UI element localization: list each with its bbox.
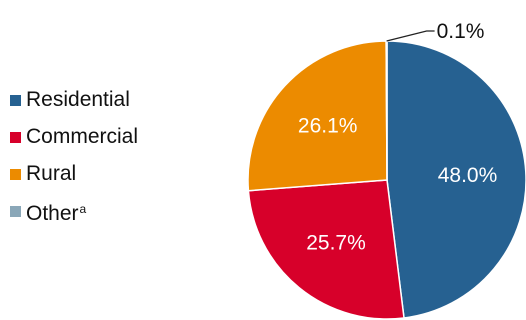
legend-label-residential: Residential [26,88,130,111]
legend-swatch-commercial [10,131,21,143]
legend-item-other: Othera [10,197,138,226]
leader-line-other [386,30,435,42]
legend-item-rural: Rural [10,162,138,186]
legend-label-other-text: Other [26,201,79,225]
data-label-other: 0.1% [437,20,485,43]
pie-slice-commercial [247,179,405,320]
legend-swatch-residential [10,94,21,106]
pie-labels: 48.0% 25.7% 26.1% 0.1% [298,20,497,254]
legend-label-rural: Rural [26,162,77,185]
legend-item-commercial: Commercial [10,125,138,149]
pie-slices [247,40,526,320]
legend: Residential Commercial Rural Othera [10,88,138,226]
data-label-commercial: 25.7% [306,231,366,254]
legend-label-other-footnote: a [79,201,87,216]
legend-label-other: Othera [26,197,86,226]
pie-slice-rural [247,40,388,192]
pie-slice-other [385,40,388,181]
data-label-residential: 48.0% [438,164,498,187]
data-label-rural: 26.1% [298,114,358,137]
legend-swatch-rural [10,168,21,180]
legend-label-commercial: Commercial [26,125,139,148]
legend-swatch-other [10,205,21,217]
legend-item-residential: Residential [10,88,138,112]
